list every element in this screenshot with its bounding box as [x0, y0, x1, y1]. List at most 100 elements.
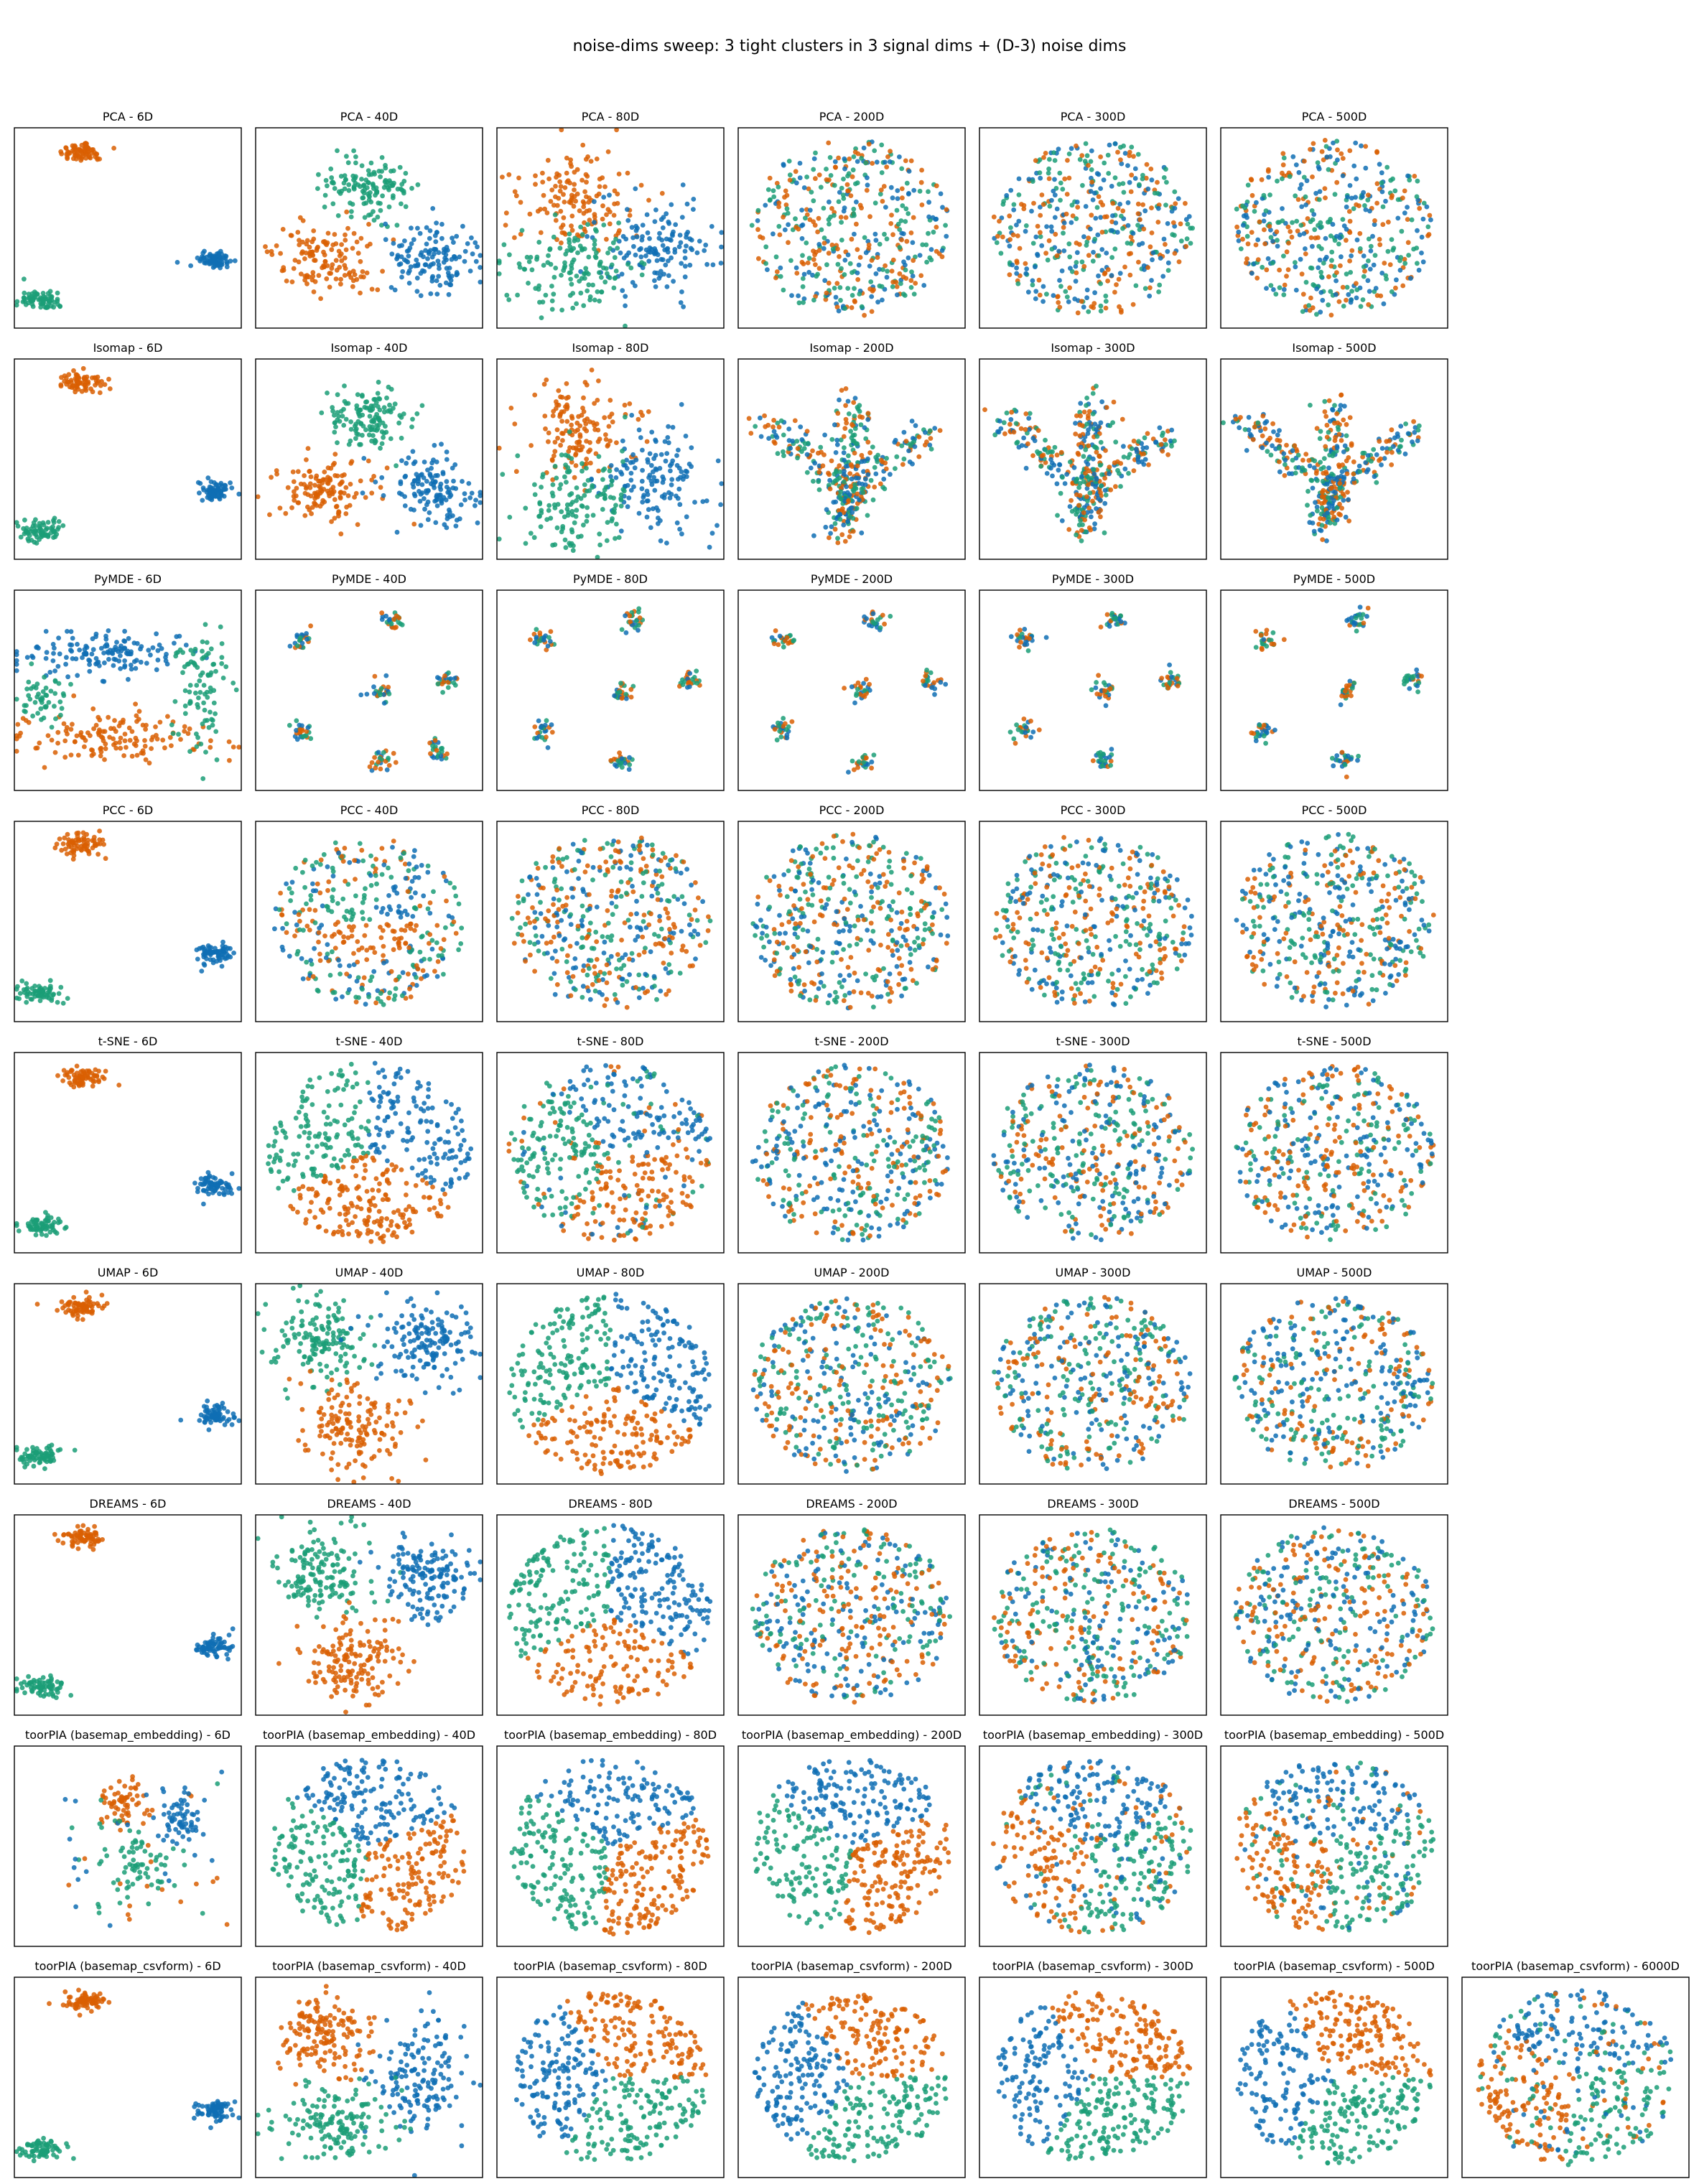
scatter-point [428, 291, 434, 297]
scatter-point [1329, 471, 1334, 477]
scatter-point [442, 673, 447, 678]
scatter-point [533, 182, 538, 187]
scatter-point [134, 658, 139, 663]
scatter-point [14, 302, 19, 308]
scatter-point [1076, 485, 1081, 490]
scatter-point [1085, 462, 1091, 467]
scatter-point [1121, 190, 1127, 195]
scatter-point [616, 220, 621, 225]
scatter-point [787, 172, 793, 178]
scatter-point [615, 191, 620, 197]
scatter-point [427, 228, 433, 233]
scatter-point [658, 256, 664, 262]
scatter-point [811, 533, 816, 538]
scatter-point [596, 468, 601, 474]
scatter-point [1267, 192, 1272, 197]
scatter-point [366, 168, 371, 174]
scatter-point [351, 148, 356, 154]
scatter-point [939, 254, 945, 259]
scatter-point [1081, 510, 1086, 515]
scatter-point [338, 490, 343, 495]
scatter-point [639, 272, 645, 278]
scatter-point [384, 395, 389, 401]
scatter-point [920, 242, 926, 248]
scatter-point [1007, 237, 1013, 242]
scatter-point [644, 212, 650, 218]
scatter-point [586, 449, 591, 454]
scatter-point [855, 277, 861, 282]
scatter-point [342, 255, 348, 261]
scatter-point [1347, 218, 1353, 224]
scatter-point [938, 191, 944, 197]
scatter-point [697, 238, 702, 244]
scatter-point [118, 666, 124, 671]
scatter-point [586, 271, 591, 276]
scatter-point [1341, 304, 1346, 309]
scatter-point [1349, 253, 1354, 258]
scatter-point [749, 223, 755, 228]
scatter-point [677, 233, 683, 238]
scatter-point [845, 173, 850, 179]
scatter-point [1303, 251, 1308, 256]
scatter-point [1302, 159, 1307, 164]
scatter-point [1325, 475, 1331, 480]
scatter-point [354, 403, 360, 409]
scatter-point [1326, 501, 1331, 507]
scatter-point [1150, 250, 1156, 256]
scatter-point [329, 519, 334, 524]
scatter-point [364, 691, 370, 697]
scatter-point [633, 186, 638, 192]
scatter-point [667, 495, 673, 500]
scatter-point [1092, 290, 1097, 296]
scatter-point [343, 416, 349, 422]
scatter-point [394, 223, 400, 228]
scatter-point [1057, 278, 1062, 283]
scatter-point [98, 746, 103, 752]
scatter-point [1369, 459, 1374, 464]
scatter-point [901, 429, 907, 435]
scatter-point [882, 231, 887, 237]
scatter-point [360, 490, 366, 496]
scatter-point [1037, 170, 1043, 176]
scatter-point [994, 240, 1000, 246]
scatter-point [473, 258, 479, 264]
scatter-point [872, 148, 878, 154]
scatter-point [995, 233, 1000, 239]
scatter-point [444, 449, 450, 454]
scatter-point [333, 276, 339, 281]
scatter-point [1419, 251, 1424, 256]
scatter-point [865, 182, 870, 188]
scatter-point [1109, 273, 1114, 279]
scatter-point [1089, 514, 1094, 520]
scatter-point [755, 207, 761, 213]
scatter-point [402, 238, 407, 243]
scatter-point [1356, 203, 1361, 208]
scatter-point [203, 622, 208, 627]
scatter-point [567, 231, 572, 237]
scatter-point [559, 529, 564, 535]
scatter-point [895, 221, 901, 227]
scatter-point [1335, 420, 1341, 426]
scatter-point [1326, 429, 1331, 435]
scatter-point [506, 297, 512, 302]
scatter-point [103, 746, 108, 752]
scatter-point [14, 749, 19, 754]
scatter-point [1319, 494, 1325, 499]
scatter-point [1275, 432, 1280, 438]
scatter-point [875, 255, 880, 260]
panel-2-0: PyMDE - 6D [14, 572, 242, 791]
scatter-point [901, 259, 906, 265]
scatter-point [572, 187, 577, 192]
scatter-point [574, 167, 580, 172]
scatter-point [1416, 423, 1422, 429]
scatter-point [143, 757, 149, 762]
scatter-point [501, 242, 507, 248]
scatter-point [26, 538, 32, 543]
scatter-point [567, 429, 572, 434]
scatter-point [216, 251, 221, 256]
scatter-point [400, 269, 406, 274]
scatter-point [285, 485, 291, 490]
scatter-point [1301, 231, 1307, 236]
scatter-point [1322, 138, 1328, 143]
scatter-point [660, 243, 666, 248]
